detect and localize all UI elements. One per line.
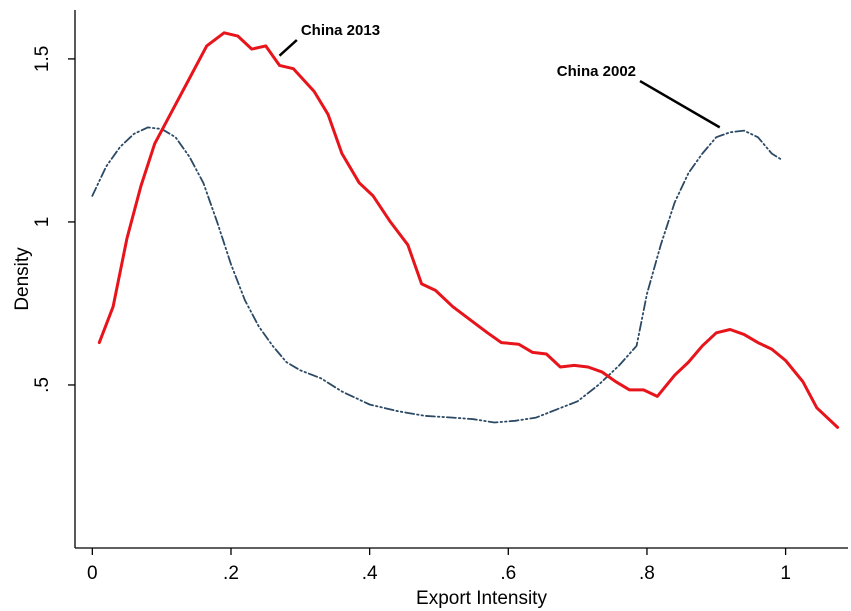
y-ticks: .5 1 1.5 [32, 46, 75, 393]
y-axis-title: Density [12, 247, 33, 311]
plot-lines [91, 31, 840, 429]
x-ticks: 0 .2 .4 .6 .8 1 [87, 548, 791, 584]
annotation-pointer [278, 39, 298, 57]
series-line-china-2002 [91, 126, 783, 424]
y-tick-label: .5 [32, 377, 53, 393]
y-tick-label: 1 [32, 217, 53, 228]
x-tick-label: .8 [639, 563, 655, 584]
y-tick-label: 1.5 [32, 46, 53, 72]
annotation-label: China 2013 [301, 22, 380, 39]
x-axis-title: Export Intensity [416, 588, 547, 609]
annotation-pointer [639, 80, 721, 129]
annotation-label: China 2002 [557, 63, 636, 80]
series-line-china-2013 [97, 31, 840, 429]
x-tick-label: 1 [780, 563, 791, 584]
axes: 0 .2 .4 .6 .8 1 .5 1 1.5 Export Intensity Densi… [12, 10, 848, 609]
x-tick-label: .2 [223, 563, 239, 584]
x-tick-label: .4 [362, 563, 378, 584]
x-tick-label: 0 [87, 563, 98, 584]
x-tick-label: .6 [500, 563, 516, 584]
annotations: China 2013 China 2002 [278, 22, 721, 129]
